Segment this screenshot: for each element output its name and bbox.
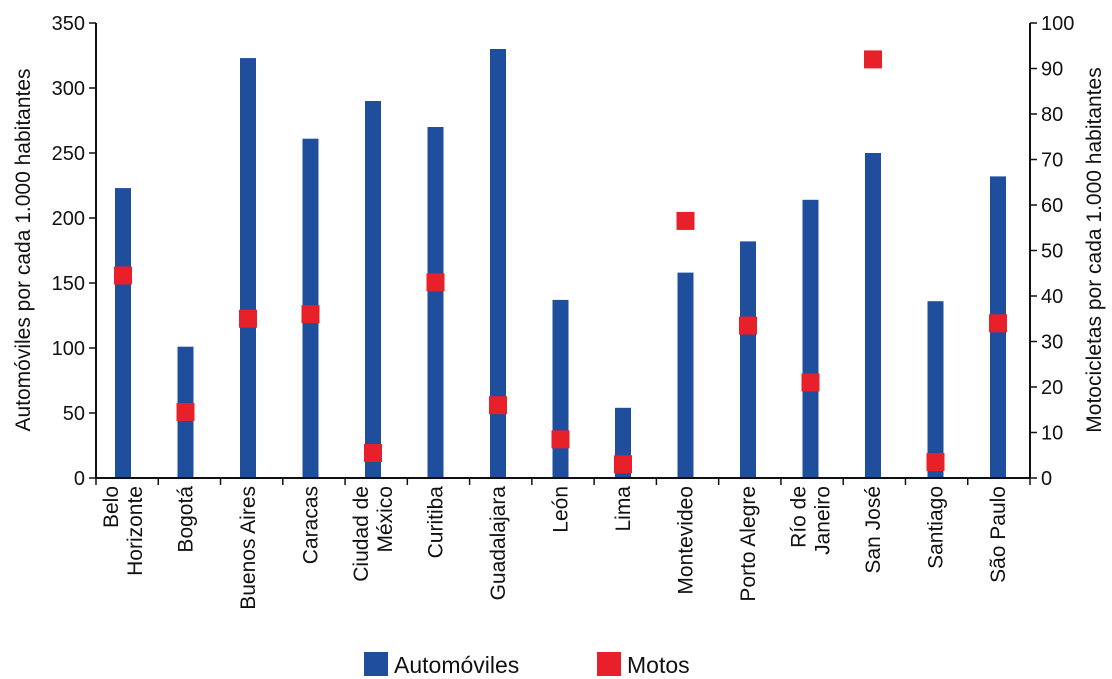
marker-motos: [864, 50, 882, 69]
right-tick-label: 100: [1041, 13, 1074, 35]
right-tick-label: 50: [1041, 241, 1063, 263]
marker-motos: [676, 211, 695, 230]
left-axis-ticks: 0 50 100 150 200 250 300 350: [52, 13, 96, 490]
right-tick-label: 60: [1041, 195, 1063, 217]
marker-motos: [114, 266, 132, 285]
marker-motos: [301, 305, 320, 324]
left-tick-label: 0: [74, 468, 85, 490]
right-tick-label: 10: [1041, 423, 1063, 445]
marker-motos: [989, 314, 1007, 333]
marker-motos: [926, 453, 945, 472]
category-label: Buenos Aires: [237, 486, 260, 610]
bar-automoviles: [365, 101, 381, 478]
category-label: Porto Alegre: [737, 486, 760, 602]
legend-label-motos: Motos: [627, 652, 690, 678]
right-axis-ticks: 0 10 20 30 40 50 60 70 80 90 100: [1030, 13, 1074, 490]
category-label: Janeiro: [812, 486, 835, 555]
bar-automoviles: [927, 301, 944, 478]
category-label: Río de: [788, 486, 811, 548]
right-tick-label: 30: [1041, 332, 1063, 354]
category-label: São Paulo: [987, 486, 1010, 583]
left-tick-label: 200: [52, 208, 85, 230]
category-label: León: [550, 486, 573, 533]
marker-motos: [239, 309, 257, 328]
marker-motos: [364, 443, 382, 462]
marker-motos: [426, 273, 445, 292]
markers-layer: [114, 50, 1007, 474]
category-label: México: [374, 486, 397, 553]
category-label: Caracas: [300, 486, 323, 564]
category-label: San José: [862, 486, 885, 574]
category-label: Lima: [612, 486, 635, 532]
legend: Automóviles Motos: [364, 652, 690, 678]
bar-automoviles: [740, 241, 756, 478]
left-tick-label: 300: [52, 78, 85, 100]
category-label: Horizonte: [124, 486, 147, 576]
category-label: Montevideo: [675, 486, 698, 595]
category-label: Bogotá: [175, 486, 198, 553]
bar-automoviles: [490, 49, 506, 478]
bars-layer: [115, 49, 1006, 479]
bar-automoviles: [865, 153, 881, 478]
right-tick-label: 40: [1041, 286, 1063, 308]
left-tick-label: 100: [52, 338, 85, 360]
bar-automoviles: [427, 127, 444, 478]
legend-swatch-automoviles: [364, 652, 388, 676]
legend-swatch-motos: [597, 652, 621, 676]
category-label: Guadalajara: [487, 486, 510, 601]
right-tick-label: 90: [1041, 59, 1063, 81]
right-tick-label: 0: [1041, 468, 1052, 490]
right-tick-label: 80: [1041, 104, 1063, 126]
left-tick-label: 50: [63, 403, 85, 425]
marker-motos: [801, 373, 820, 392]
category-label: Curitiba: [425, 486, 448, 559]
left-tick-label: 250: [52, 143, 85, 165]
left-axis-title: Automóviles por cada 1.000 habitantes: [12, 68, 35, 431]
marker-motos: [739, 316, 757, 335]
marker-motos: [614, 455, 632, 474]
category-label: Santiago: [925, 486, 948, 569]
bar-automoviles: [240, 58, 256, 478]
bar-automoviles: [552, 299, 569, 478]
marker-motos: [176, 403, 195, 422]
right-tick-label: 20: [1041, 377, 1063, 399]
category-label: Ciudad de: [350, 486, 373, 582]
right-axis-title: Motocicletas por cada 1.000 habitantes: [1083, 67, 1106, 432]
left-tick-label: 350: [52, 13, 85, 35]
category-labels: Belo Horizonte Bogotá Buenos Aires Caracas Ci…: [100, 486, 1010, 610]
marker-motos: [551, 430, 570, 449]
marker-motos: [489, 396, 507, 415]
bar-automoviles: [677, 272, 694, 478]
bar-automoviles: [802, 199, 819, 479]
bar-automoviles: [115, 188, 131, 478]
category-label: Belo: [100, 486, 123, 528]
legend-label-automoviles: Automóviles: [394, 652, 519, 678]
right-tick-label: 70: [1041, 150, 1063, 172]
left-tick-label: 150: [52, 273, 85, 295]
